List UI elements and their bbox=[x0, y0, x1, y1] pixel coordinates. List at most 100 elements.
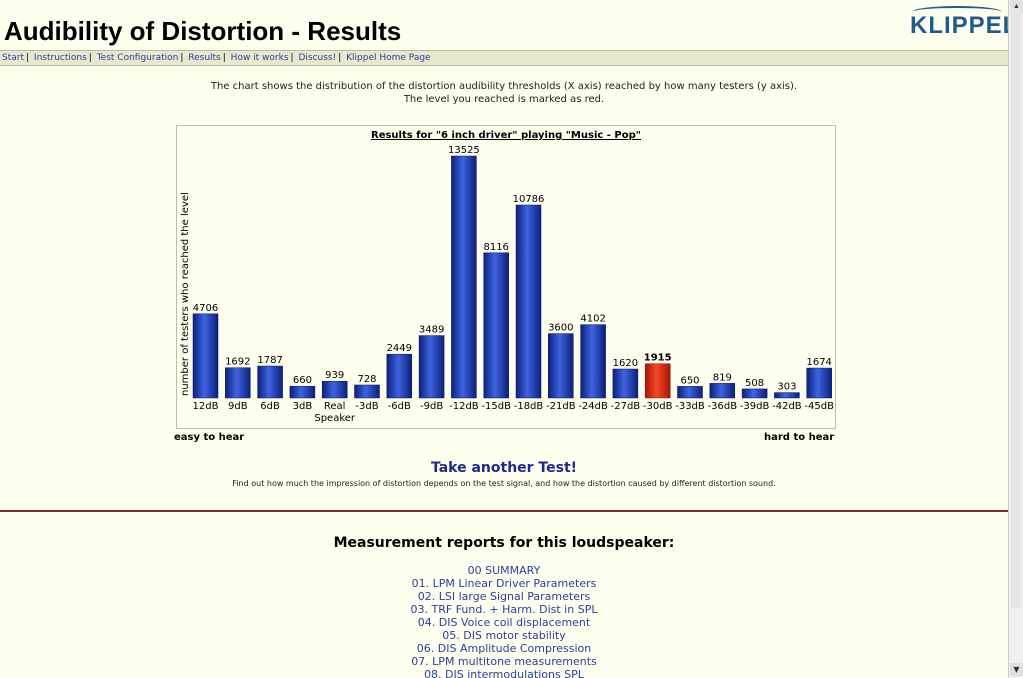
x-tick-label: -9dB bbox=[420, 401, 443, 412]
nav-separator: | bbox=[222, 53, 226, 63]
scrollbar-track[interactable] bbox=[1011, 8, 1021, 608]
chart-description-line2: The level you reached is marked as red. bbox=[403, 94, 605, 105]
vertical-scrollbar[interactable]: ▲ ▼ bbox=[1008, 0, 1023, 678]
bar-real-speaker bbox=[321, 380, 348, 399]
bar--15db bbox=[483, 252, 509, 399]
x-tick-label: 12dB bbox=[193, 401, 219, 412]
bar-value-label: 728 bbox=[357, 374, 376, 385]
hard-to-hear-label: hard to hear bbox=[764, 432, 835, 443]
x-tick-label: -39dB bbox=[740, 401, 770, 412]
bar--42db bbox=[774, 392, 800, 399]
bar-value-label: 1787 bbox=[257, 355, 282, 366]
bar-value-label: 1915 bbox=[644, 353, 672, 364]
x-tick-label: -18dB bbox=[514, 401, 544, 412]
bar-value-label: 819 bbox=[713, 372, 732, 383]
bar-3db bbox=[289, 385, 316, 399]
x-tick-label: -24dB bbox=[578, 401, 608, 412]
bar--21db bbox=[548, 333, 574, 399]
take-another-test-link[interactable]: Take another Test! bbox=[430, 460, 578, 476]
bar--30db bbox=[644, 363, 671, 399]
y-axis-label: number of testers who reached the level bbox=[180, 192, 191, 396]
bar--9db bbox=[418, 335, 445, 399]
report-link-lpm-multitone[interactable]: 07. LPM multitone measurements bbox=[411, 655, 597, 668]
bar--3db bbox=[354, 384, 380, 399]
x-tick-label: 6dB bbox=[260, 401, 280, 412]
x-tick-label: -15dB bbox=[481, 401, 511, 412]
bar-value-label: 939 bbox=[325, 370, 344, 381]
bar--36db bbox=[709, 383, 736, 399]
x-tick-label: -27dB bbox=[611, 401, 641, 412]
bar-value-label: 2449 bbox=[387, 343, 412, 354]
x-tick-label: -36dB bbox=[708, 401, 738, 412]
bar--39db bbox=[741, 388, 768, 399]
bar-value-label: 4706 bbox=[193, 303, 218, 314]
nav-instructions[interactable]: Instructions bbox=[33, 53, 87, 63]
reports-title: Measurement reports for this loudspeaker… bbox=[333, 535, 675, 551]
nav-separator: | bbox=[180, 53, 184, 63]
nav-separator: | bbox=[88, 53, 92, 63]
x-tick-label: Speaker bbox=[314, 413, 356, 424]
report-link-summary[interactable]: 00 SUMMARY bbox=[467, 564, 541, 577]
bar-value-label: 3600 bbox=[548, 323, 573, 334]
x-tick-label: -6dB bbox=[388, 401, 411, 412]
report-link-lpm-linear[interactable]: 01. LPM Linear Driver Parameters bbox=[411, 577, 597, 590]
nav-test-configuration[interactable]: Test Configuration bbox=[96, 53, 179, 63]
bar-value-label: 1620 bbox=[613, 358, 638, 369]
bar-value-label: 13525 bbox=[448, 145, 480, 156]
x-tick-label: 9dB bbox=[228, 401, 248, 412]
report-link-lsi[interactable]: 02. LSI large Signal Parameters bbox=[417, 590, 591, 603]
nav-how-it-works[interactable]: How it works bbox=[230, 53, 289, 63]
x-tick-label: -45dB bbox=[804, 401, 834, 412]
x-tick-label: -12dB bbox=[449, 401, 479, 412]
find-out-text: Find out how much the impression of dist… bbox=[232, 479, 776, 488]
report-link-dis-intermod[interactable]: 08. DIS intermodulations SPL bbox=[424, 668, 584, 678]
bar--45db bbox=[806, 367, 832, 399]
report-link-dis-displacement[interactable]: 04. DIS Voice coil displacement bbox=[417, 616, 591, 629]
bar-value-label: 1692 bbox=[225, 357, 250, 368]
bar-value-label: 4102 bbox=[580, 314, 605, 325]
bar-value-label: 508 bbox=[745, 378, 764, 389]
bar-value-label: 303 bbox=[777, 382, 796, 393]
bar-12db bbox=[192, 313, 219, 399]
report-link-dis-motor[interactable]: 05. DIS motor stability bbox=[442, 629, 566, 642]
bar-value-label: 8116 bbox=[483, 242, 508, 253]
chart-description-line1: The chart shows the distribution of the … bbox=[210, 81, 798, 92]
easy-to-hear-label: easy to hear bbox=[174, 432, 245, 443]
bar-value-label: 10786 bbox=[513, 194, 545, 205]
bar--6db bbox=[386, 353, 413, 399]
bar--18db bbox=[515, 204, 542, 399]
scroll-down-arrow-icon[interactable]: ▼ bbox=[1010, 663, 1023, 676]
x-tick-label: -33dB bbox=[675, 401, 705, 412]
logo-arc bbox=[912, 6, 1002, 18]
x-tick-label: Real bbox=[324, 401, 346, 412]
nav-klippel-home[interactable]: Klippel Home Page bbox=[346, 53, 431, 63]
report-link-trf[interactable]: 03. TRF Fund. + Harm. Dist in SPL bbox=[410, 603, 598, 616]
klippel-logo[interactable]: KLIPPEL bbox=[910, 12, 1008, 39]
chart-box: Results for "6 inch driver" playing "Mus… bbox=[176, 125, 836, 429]
bar--24db bbox=[580, 324, 606, 399]
bar-9db bbox=[225, 367, 251, 399]
x-tick-label: 3dB bbox=[293, 401, 313, 412]
bar-value-label: 1674 bbox=[806, 357, 831, 368]
nav-discuss[interactable]: Discuss! bbox=[298, 53, 337, 63]
x-tick-label: -30dB bbox=[643, 401, 673, 412]
bar--12db bbox=[451, 155, 477, 399]
page-title: Audibility of Distortion - Results bbox=[4, 16, 402, 46]
bar-value-label: 660 bbox=[293, 375, 312, 386]
x-tick-label: -3dB bbox=[355, 401, 378, 412]
bar-6db bbox=[257, 365, 283, 399]
chart-title: Results for "6 inch driver" playing "Mus… bbox=[371, 130, 641, 141]
report-link-dis-compression[interactable]: 06. DIS Amplitude Compression bbox=[416, 642, 592, 655]
bar--33db bbox=[677, 386, 703, 399]
nav-results[interactable]: Results bbox=[188, 53, 221, 63]
nav-separator: | bbox=[338, 53, 342, 63]
bar-value-label: 650 bbox=[680, 375, 699, 386]
divider-rule bbox=[0, 510, 1008, 512]
nav-start[interactable]: Start bbox=[2, 53, 24, 63]
nav-bar: Start | Instructions | Test Configuration |… bbox=[0, 50, 1008, 66]
x-tick-label: -42dB bbox=[772, 401, 802, 412]
x-tick-label: -21dB bbox=[546, 401, 576, 412]
nav-separator: | bbox=[26, 53, 30, 63]
distribution-chart: Results for "6 inch driver" playing "Mus… bbox=[180, 130, 834, 424]
